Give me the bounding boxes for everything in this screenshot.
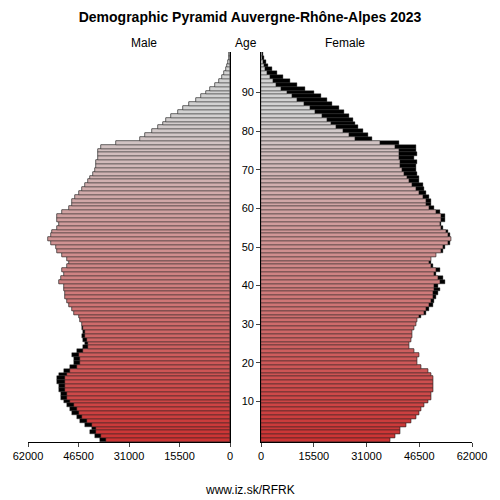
svg-text:15500: 15500: [299, 450, 330, 462]
svg-text:70: 70: [242, 164, 254, 176]
svg-text:www.iz.sk/RFRK: www.iz.sk/RFRK: [205, 483, 295, 497]
svg-text:0: 0: [227, 450, 233, 462]
svg-text:40: 40: [242, 279, 254, 291]
svg-text:46500: 46500: [63, 450, 94, 462]
svg-text:80: 80: [242, 125, 254, 137]
svg-text:30: 30: [242, 318, 254, 330]
svg-text:Demographic Pyramid Auvergne-R: Demographic Pyramid Auvergne-Rhône-Alpes…: [79, 9, 422, 25]
svg-text:20: 20: [242, 357, 254, 369]
svg-text:10: 10: [242, 395, 254, 407]
svg-text:90: 90: [242, 86, 254, 98]
svg-text:0: 0: [258, 450, 264, 462]
svg-text:Age: Age: [235, 36, 257, 50]
svg-text:50: 50: [242, 241, 254, 253]
svg-text:62000: 62000: [13, 450, 44, 462]
svg-text:62000: 62000: [457, 450, 488, 462]
svg-text:60: 60: [242, 202, 254, 214]
svg-text:31000: 31000: [114, 450, 145, 462]
svg-text:Male: Male: [131, 36, 157, 50]
svg-text:Female: Female: [325, 36, 365, 50]
svg-text:46500: 46500: [404, 450, 435, 462]
svg-text:15500: 15500: [164, 450, 195, 462]
svg-text:31000: 31000: [351, 450, 382, 462]
